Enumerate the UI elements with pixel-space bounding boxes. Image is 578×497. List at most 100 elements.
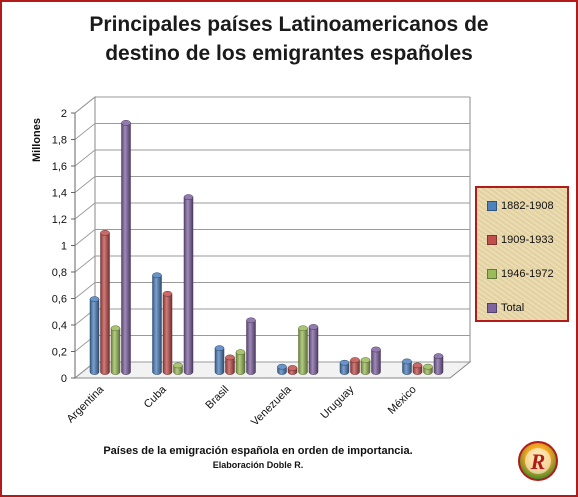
bar-top: [350, 357, 360, 363]
y-axis-ticks: 0 0,2 0,4 0,6 0,8 1 1,2 1,4 1,6 1,8 2: [52, 108, 76, 385]
bar-venezuela-19461972: [298, 325, 308, 375]
x-tick-label: Uruguay: [318, 383, 356, 421]
legend-label: 1882-1908: [501, 200, 554, 212]
gridline: [74, 229, 470, 246]
bar-uruguay-total: [371, 346, 381, 375]
bar-body: [183, 196, 194, 375]
bar-top: [287, 365, 298, 371]
bar-body: [162, 293, 173, 375]
bar-top: [110, 325, 121, 332]
bar-body: [360, 359, 371, 375]
bar-venezuela-18821908: [277, 363, 287, 375]
x-tick-label: Venezuela: [249, 383, 294, 428]
bar-uruguay-19091933: [350, 357, 360, 375]
bar-top: [433, 353, 444, 359]
chart-title: Principales países Latinoamericanos de d…: [0, 10, 578, 68]
bar-body: [339, 362, 350, 375]
bar-top: [89, 296, 100, 302]
bar-cuba-18821908: [152, 272, 162, 375]
bar-top: [214, 345, 225, 351]
bar-top: [360, 357, 371, 363]
bar-brasil-19461972: [235, 349, 246, 375]
legend-swatch: [487, 303, 497, 313]
y-tick-label: 0,2: [52, 347, 67, 359]
bar-top: [246, 317, 256, 324]
bar-argentina-19461972: [110, 325, 121, 375]
bar-body: [100, 232, 110, 375]
gridline: [74, 335, 470, 352]
bar-body: [308, 326, 319, 375]
x-axis-title: Países de la emigración española en orde…: [103, 445, 413, 457]
bar-top: [100, 230, 110, 236]
legend-item: 1882-1908: [487, 198, 554, 214]
bar-top: [277, 363, 287, 370]
y-tick-label: 0,4: [52, 320, 67, 332]
gridline: [74, 308, 470, 326]
y-tick-label: 1,2: [52, 214, 67, 226]
bar-cuba-19461972: [173, 362, 183, 375]
legend-item: 1946-1972: [487, 266, 554, 282]
y-tick-label: 1,4: [52, 188, 67, 200]
gridline: [74, 96, 470, 114]
bar-top: [152, 272, 162, 279]
legend-swatch: [487, 201, 497, 211]
y-tick-label: 1,8: [52, 135, 67, 147]
bar-body: [433, 355, 444, 375]
x-tick-label: México: [386, 384, 419, 417]
bar-uruguay-18821908: [339, 359, 350, 375]
legend-item: Total: [487, 300, 524, 316]
bar-body: [121, 122, 131, 375]
gridline: [74, 202, 470, 220]
bar-top: [412, 362, 423, 369]
bar-mxico-18821908: [402, 358, 412, 375]
y-tick-label: 1: [61, 241, 67, 253]
gridline: [74, 123, 470, 140]
bar-mxico-19091933: [412, 362, 423, 375]
bar-brasil-18821908: [214, 345, 225, 375]
gridline: [74, 282, 470, 299]
bar-body: [225, 357, 235, 375]
legend-label: 1946-1972: [501, 268, 554, 280]
y-axis-label: Millones: [31, 118, 43, 162]
legend-label: 1909-1933: [501, 234, 554, 246]
bar-argentina-18821908: [89, 296, 100, 375]
x-tick-label: Brasil: [203, 384, 231, 412]
legend-swatch: [487, 269, 497, 279]
bar-top: [423, 363, 433, 370]
bar-venezuela-total: [308, 324, 319, 375]
bar-argentina-total: [121, 120, 131, 375]
legend: 1882-1908 1909-1933 1946-1972 Total: [475, 186, 569, 322]
bar-body: [371, 349, 381, 375]
x-tick-label: Argentina: [65, 383, 107, 425]
chart-title-line-2: destino de los emigrantes españoles: [105, 42, 473, 65]
bar-venezuela-19091933: [287, 365, 298, 375]
bar-body: [298, 328, 308, 375]
bar-top: [402, 358, 412, 365]
bar-top: [235, 349, 246, 355]
gridline: [74, 255, 470, 273]
bar-cuba-19091933: [162, 290, 173, 375]
y-tick-label: 0,6: [52, 294, 67, 306]
bar-body: [246, 320, 256, 375]
credit-text: Elaboración Doble R.: [212, 460, 304, 470]
bar-top: [371, 346, 381, 353]
bar-body: [89, 298, 100, 375]
bars: [89, 120, 444, 375]
bar-top: [162, 290, 173, 297]
legend-label: Total: [501, 302, 525, 314]
bar-top: [183, 194, 194, 200]
gridline: [74, 176, 470, 193]
bar-top: [173, 362, 183, 369]
bar-mxico-19461972: [423, 363, 433, 375]
legend-item: 1909-1933: [487, 232, 554, 248]
bar-body: [350, 359, 360, 375]
bar-top: [121, 120, 131, 126]
bar-body: [235, 351, 246, 375]
bar-top: [339, 359, 350, 366]
y-tick-label: 0: [61, 373, 67, 385]
bar-brasil-total: [246, 317, 256, 375]
gridlines: [74, 96, 470, 379]
x-tick-label: Cuba: [142, 383, 170, 411]
bar-uruguay-19461972: [360, 357, 371, 375]
